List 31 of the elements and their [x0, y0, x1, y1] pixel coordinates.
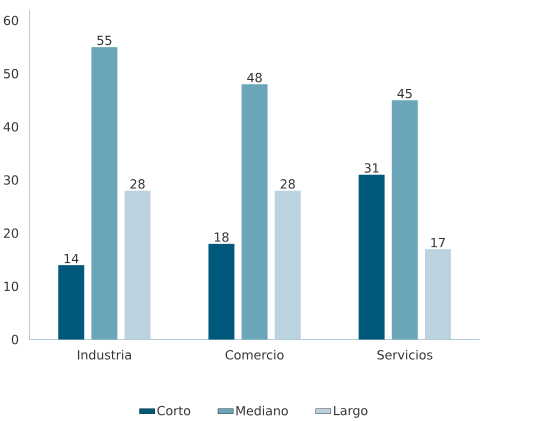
bar	[358, 174, 385, 340]
data-label: 48	[247, 72, 262, 82]
bar	[58, 265, 84, 340]
x-tick-label: Servicios	[377, 350, 432, 360]
bar	[242, 84, 268, 340]
y-tick-label: 50	[4, 68, 18, 78]
bar	[392, 100, 418, 340]
y-tick-label: 20	[4, 228, 18, 238]
bar	[274, 190, 301, 340]
y-tick-label: 10	[4, 282, 18, 292]
data-label: 45	[397, 88, 412, 98]
y-tick-label: 0	[12, 334, 18, 344]
bar	[124, 190, 151, 340]
legend-label: Largo	[334, 406, 368, 418]
data-label: 28	[130, 179, 145, 189]
legend-label: Corto	[157, 406, 190, 416]
data-label: 28	[280, 179, 295, 189]
x-tick-label: Comercio	[226, 350, 284, 360]
y-tick-label: 30	[4, 175, 18, 185]
data-label: 31	[364, 163, 378, 173]
data-label: 55	[97, 36, 112, 46]
data-label: 17	[431, 238, 445, 248]
data-label: 18	[214, 232, 229, 242]
legend-label: Mediano	[236, 406, 288, 416]
bar	[208, 244, 234, 340]
y-tick-label: 40	[4, 122, 18, 132]
data-label: 14	[64, 254, 79, 264]
bar	[91, 47, 118, 340]
x-tick-label: Industria	[78, 350, 131, 360]
y-tick-label: 60	[4, 16, 18, 26]
bar	[424, 249, 451, 340]
